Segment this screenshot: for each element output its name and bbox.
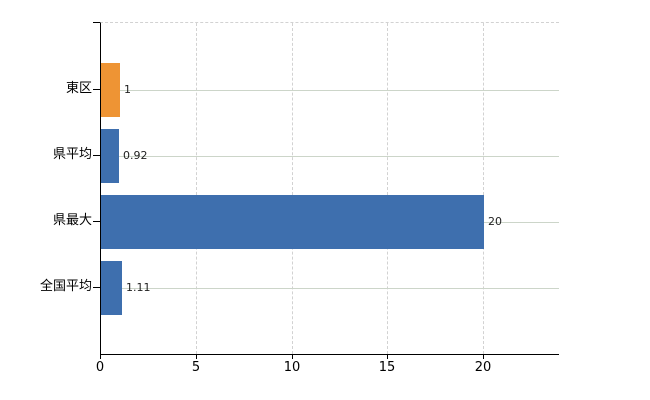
vertical-gridline [196, 23, 197, 354]
vertical-gridline [483, 23, 484, 354]
vertical-gridline [387, 23, 388, 354]
x-axis-tick-label: 5 [191, 360, 201, 375]
vertical-gridline [292, 23, 293, 354]
y-axis-category-label: 東区 [65, 81, 92, 96]
x-axis-tick [292, 355, 293, 359]
y-axis-category-label: 県平均 [52, 147, 92, 162]
y-axis-tick [93, 155, 100, 156]
x-axis-tick-label: 10 [283, 360, 301, 375]
x-axis-tick-label: 0 [95, 360, 105, 375]
bar-prefecture-max [101, 195, 484, 249]
value-label: 20 [488, 215, 502, 228]
value-label: 0.92 [123, 149, 148, 162]
x-axis-tick-label: 15 [378, 360, 396, 375]
y-axis-category-label: 全国平均 [39, 279, 92, 294]
y-axis-tick [93, 221, 100, 222]
horizontal-gridline [101, 90, 559, 91]
horizontal-gridline [101, 156, 559, 157]
bar-prefecture-average [101, 129, 119, 183]
value-label: 1.11 [126, 281, 151, 294]
value-label: 1 [124, 83, 131, 96]
x-axis-tick-label: 20 [474, 360, 492, 375]
y-axis-top-tick [93, 22, 100, 23]
y-axis-category-label: 県最大 [52, 213, 92, 228]
y-axis-tick [93, 89, 100, 90]
y-axis-tick [93, 287, 100, 288]
x-axis-tick [483, 355, 484, 359]
x-axis-tick [100, 355, 101, 359]
plot-area: 1 0.92 20 1.11 [100, 22, 559, 355]
bar-national-average [101, 261, 122, 315]
x-axis-tick [196, 355, 197, 359]
horizontal-gridline [101, 288, 559, 289]
x-axis-tick [387, 355, 388, 359]
bar-higashi-ku [101, 63, 120, 117]
